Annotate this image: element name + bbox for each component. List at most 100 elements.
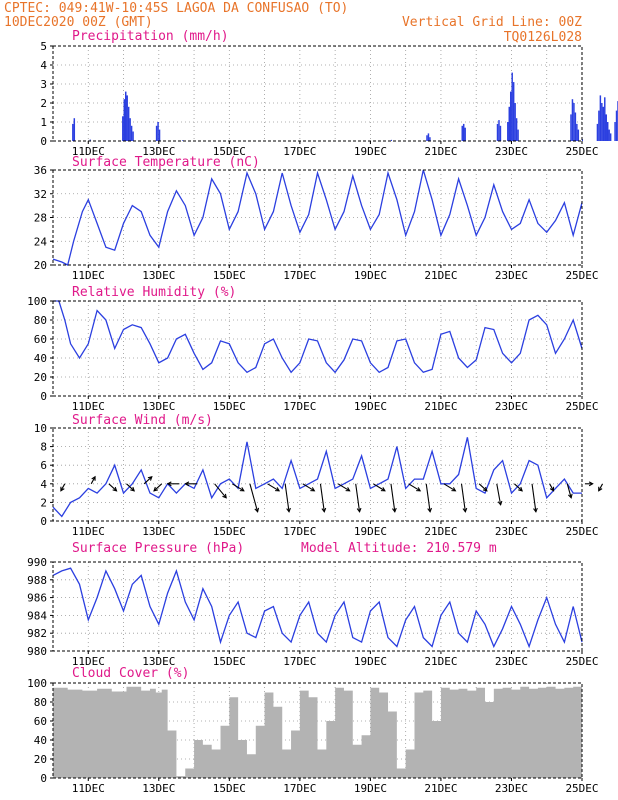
model-id-label: TQ0126L028 xyxy=(504,30,582,45)
wind-arrow-shaft xyxy=(390,483,396,512)
wind-arrow-head xyxy=(497,500,503,506)
precip-bar xyxy=(574,112,577,141)
wind-arrow xyxy=(514,483,523,492)
wind-arrow-shaft xyxy=(514,483,523,492)
precip-bar xyxy=(514,103,516,141)
x-tick-label: 11DEC xyxy=(72,145,105,158)
wind-arrow-head xyxy=(549,486,555,492)
y-tick-label: 28 xyxy=(34,212,47,225)
series-line xyxy=(52,437,582,518)
precip-bar xyxy=(132,131,134,141)
wind-arrow xyxy=(566,483,573,499)
wind-arrow-shaft xyxy=(531,483,537,512)
x-tick-label: 11DEC xyxy=(72,655,105,668)
x-tick-label: 15DEC xyxy=(213,655,246,668)
panel-5: Surface Pressure (hPa) Model Altitude: 21… xyxy=(27,541,598,668)
precip-bar xyxy=(511,72,513,141)
precip-bar xyxy=(517,129,519,141)
wind-arrow-head xyxy=(356,507,362,513)
y-tick-label: 0 xyxy=(40,390,47,403)
wind-arrow-shaft xyxy=(460,483,466,512)
precip-bar xyxy=(512,82,515,141)
wind-arrow-head xyxy=(588,481,594,487)
precip-bar xyxy=(508,106,510,141)
wind-arrow-shaft xyxy=(598,483,604,492)
precip-bar xyxy=(573,103,575,141)
x-tick-label: 11DEC xyxy=(72,525,105,538)
x-tick-label: 25DEC xyxy=(565,525,598,538)
precip-bar xyxy=(601,103,603,141)
wind-arrow xyxy=(267,483,281,492)
precip-bar xyxy=(158,129,161,141)
x-tick-label: 21DEC xyxy=(424,269,457,282)
y-tick-label: 988 xyxy=(27,574,47,587)
y-tick-label: 100 xyxy=(27,295,47,308)
x-tick-label: 13DEC xyxy=(142,525,175,538)
wind-arrow-head xyxy=(286,507,291,513)
station-header: CPTEC: 049:41W-10:45S LAGOA DA CONFUSAO … xyxy=(4,1,348,16)
wind-arrow-head xyxy=(392,507,397,513)
x-tick-label: 23DEC xyxy=(495,655,528,668)
precip-bar xyxy=(615,110,618,141)
panel-title: Relative Humidity (%) xyxy=(72,285,236,300)
precip-bar xyxy=(122,116,124,141)
x-tick-label: 19DEC xyxy=(354,269,387,282)
x-tick-label: 25DEC xyxy=(565,782,598,795)
y-tick-label: 60 xyxy=(34,715,47,728)
wind-arrow-head xyxy=(462,507,468,513)
wind-arrow-shaft xyxy=(319,483,325,512)
precip-bar xyxy=(577,129,580,141)
wind-arrow-head xyxy=(239,487,245,492)
wind-arrow-shaft xyxy=(373,483,386,492)
precip-bar xyxy=(609,133,612,141)
run-time-label: 10DEC2020 00Z (GMT) xyxy=(4,15,153,30)
panel-frame xyxy=(52,682,583,779)
x-tick-label: 21DEC xyxy=(424,525,457,538)
wind-arrow xyxy=(284,483,291,513)
x-tick-label: 13DEC xyxy=(142,782,175,795)
y-tick-label: 10 xyxy=(34,422,47,435)
panel-subtitle: Model Altitude: 210.579 m xyxy=(301,541,497,556)
precip-bar xyxy=(596,123,599,141)
precip-bar xyxy=(606,122,609,141)
x-tick-label: 19DEC xyxy=(354,525,387,538)
y-tick-label: 0 xyxy=(40,772,47,785)
precip-bar xyxy=(464,127,466,141)
precip-bar xyxy=(602,106,605,141)
panel-2: Surface Temperature (nC) 20 24 28 32 36 11DEC 1… xyxy=(34,155,599,282)
precip-bar xyxy=(73,118,76,141)
wind-arrow-shaft xyxy=(337,483,350,492)
precip-bar xyxy=(129,118,131,141)
x-tick-label: 21DEC xyxy=(424,782,457,795)
x-tick-label: 13DEC xyxy=(142,145,175,158)
y-tick-label: 24 xyxy=(34,235,48,248)
wind-arrow-head xyxy=(184,481,190,487)
wind-arrow-head xyxy=(518,486,523,492)
wind-arrow-head xyxy=(222,493,227,499)
series-line xyxy=(53,300,583,374)
precip-bar xyxy=(427,133,430,141)
panel-frame xyxy=(52,427,583,522)
wind-arrow-head xyxy=(533,507,538,513)
precip-bar xyxy=(127,106,130,141)
precip-bar xyxy=(126,95,128,141)
y-tick-label: 4 xyxy=(40,478,47,491)
precip-bar xyxy=(496,123,499,141)
wind-arrow xyxy=(231,483,245,492)
y-tick-label: 2 xyxy=(40,97,47,110)
precip-bar xyxy=(130,125,133,141)
precip-bar xyxy=(509,91,512,141)
wind-arrow xyxy=(60,483,66,492)
x-tick-label: 11DEC xyxy=(72,782,105,795)
wind-arrow xyxy=(460,483,468,513)
precip-bar xyxy=(182,140,184,141)
y-tick-label: 40 xyxy=(34,352,47,365)
panel-1: Precipitation (mm/h) 0 1 2 3 4 5 11DEC 13DEC 15DE… xyxy=(40,29,618,158)
wind-arrow xyxy=(478,483,488,492)
wind-arrow-head xyxy=(254,507,260,513)
wind-arrow-shaft xyxy=(496,483,502,505)
x-tick-label: 17DEC xyxy=(283,400,316,413)
wind-arrow-head xyxy=(451,487,457,492)
wind-arrow-head xyxy=(275,487,281,492)
wind-arrow xyxy=(355,483,362,513)
